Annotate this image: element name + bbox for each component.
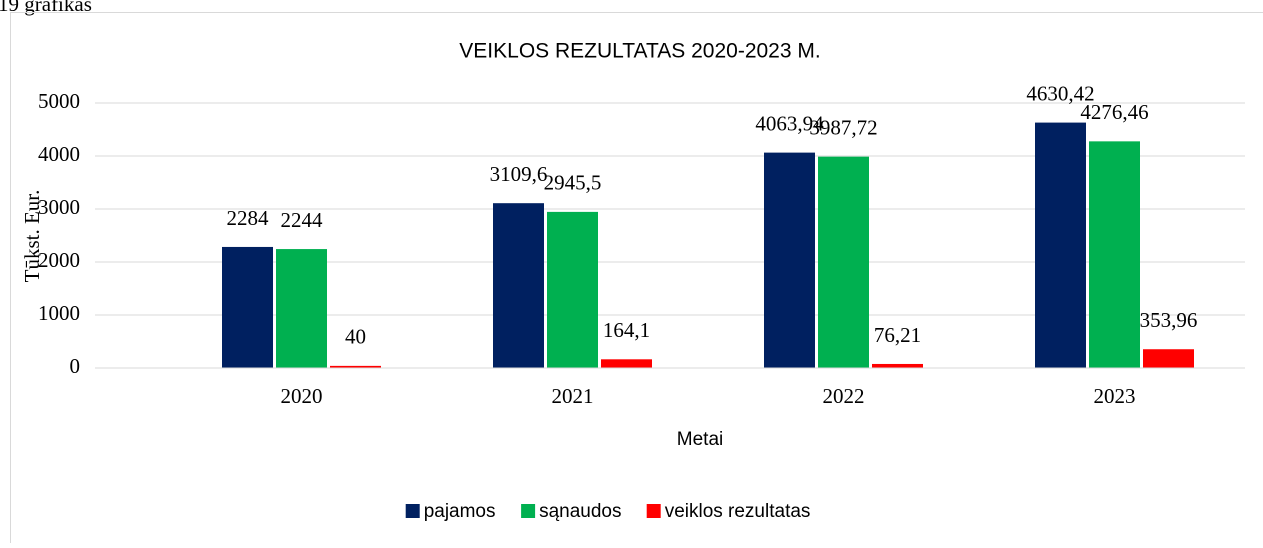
x-tick-label: 2020 (281, 384, 323, 408)
data-label: 40 (345, 325, 366, 349)
bar (222, 247, 273, 368)
data-label: 2945,5 (544, 171, 602, 195)
bar (764, 153, 815, 368)
y-tick-label: 4000 (38, 142, 80, 166)
bar (1143, 349, 1194, 368)
y-tick-label: 3000 (38, 195, 80, 219)
data-label: 353,96 (1140, 308, 1198, 332)
bar (601, 359, 652, 368)
x-tick-label: 2021 (552, 384, 594, 408)
data-label: 2284 (227, 206, 270, 230)
bar (872, 364, 923, 368)
bar (547, 212, 598, 368)
legend-swatch (521, 504, 535, 518)
x-tick-label: 2022 (823, 384, 865, 408)
bar (818, 157, 869, 368)
legend-swatch (406, 504, 420, 518)
bar (1035, 123, 1086, 368)
bar (493, 203, 544, 368)
y-tick-label: 0 (70, 354, 81, 378)
chart-title: VEIKLOS REZULTATAS 2020-2023 M. (459, 40, 820, 63)
data-label: 3109,6 (490, 162, 548, 186)
bar (276, 249, 327, 368)
x-tick-label: 2023 (1094, 384, 1136, 408)
data-label: 164,1 (603, 318, 650, 342)
data-label: 3987,72 (809, 115, 877, 139)
caption: 19 grafikas (0, 0, 92, 16)
y-tick-label: 2000 (38, 248, 80, 272)
legend-swatch (647, 504, 661, 518)
legend-label: sąnaudos (539, 501, 621, 522)
legend-label: veiklos rezultatas (665, 501, 811, 522)
y-tick-label: 1000 (38, 301, 80, 325)
y-tick-label: 5000 (38, 89, 80, 113)
data-label: 4276,46 (1080, 100, 1148, 124)
x-axis-title: Metai (677, 429, 723, 450)
bar (1089, 141, 1140, 368)
data-label: 2244 (281, 208, 324, 232)
data-label: 76,21 (874, 323, 921, 347)
legend-label: pajamos (424, 501, 496, 522)
